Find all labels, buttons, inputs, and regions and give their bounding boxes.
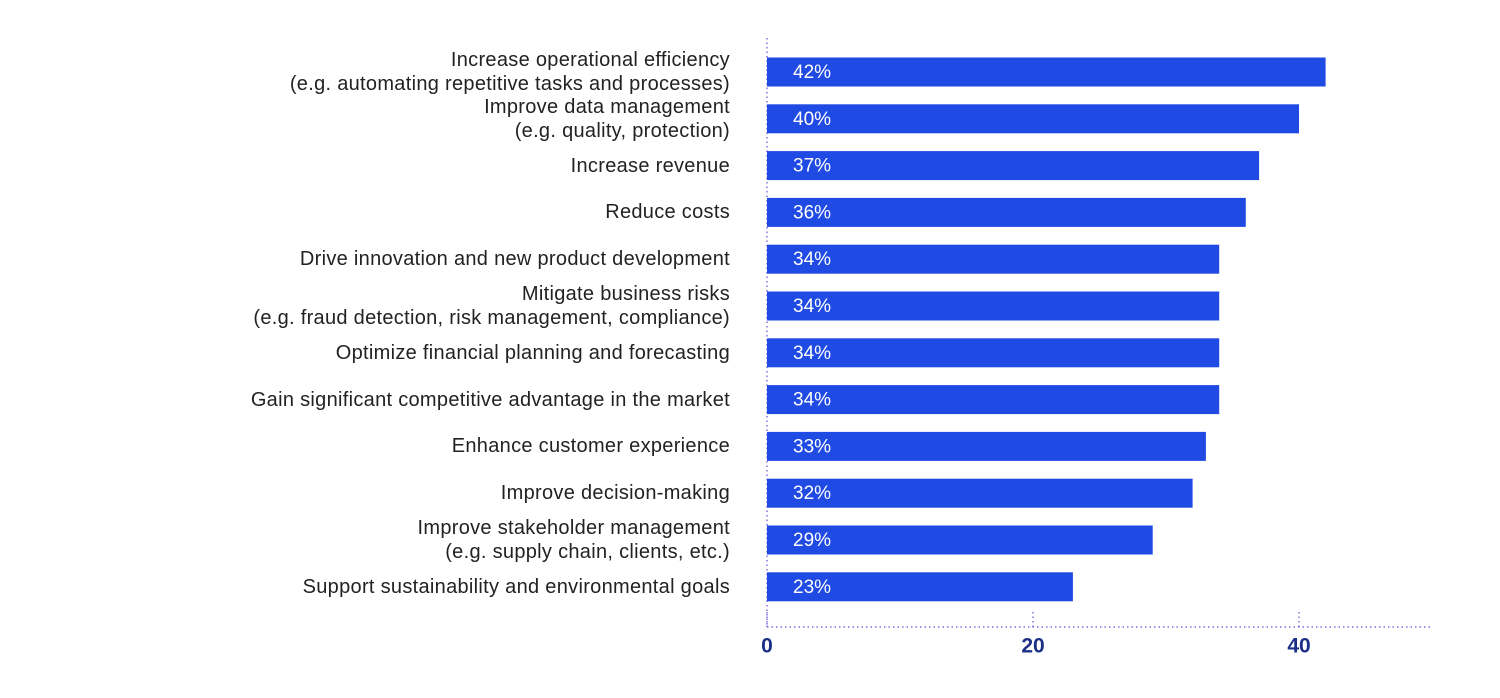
bar-value-label: 34%: [793, 249, 831, 270]
bar: [767, 244, 1220, 274]
bar-value-label: 34%: [793, 296, 831, 317]
bar-value-label: 40%: [793, 109, 831, 130]
bar: [767, 291, 1220, 321]
bar-value-label: 33%: [793, 436, 831, 457]
bar: [767, 151, 1260, 181]
bar-value-label: 29%: [793, 530, 831, 551]
bar: [767, 197, 1246, 227]
bar-value-label: 36%: [793, 202, 831, 223]
bar: [767, 525, 1153, 555]
bar: [767, 478, 1193, 508]
category-label: Mitigate business risks (e.g. fraud dete…: [253, 283, 730, 329]
category-label: Improve decision-making: [500, 482, 730, 505]
category-label: Enhance customer experience: [451, 435, 730, 458]
x-tick-label: 40: [1287, 635, 1310, 658]
bar: [767, 104, 1299, 134]
category-label: Reduce costs: [605, 201, 730, 224]
category-label: Support sustainability and environmental…: [302, 575, 730, 598]
category-label: Drive innovation and new product develop…: [299, 248, 730, 271]
category-label: Increase operational efficiency (e.g. au…: [289, 49, 730, 95]
bar-value-label: 34%: [793, 390, 831, 411]
category-label: Optimize financial planning and forecast…: [335, 341, 730, 364]
category-label: Increase revenue: [570, 154, 730, 177]
bar: [767, 57, 1326, 87]
bar-value-label: 23%: [793, 577, 831, 598]
x-tick-label: 0: [761, 635, 773, 658]
bar-value-label: 32%: [793, 483, 831, 504]
bar: [767, 385, 1220, 415]
bar-value-label: 34%: [793, 343, 831, 364]
bar: [767, 338, 1220, 368]
bar: [767, 431, 1206, 461]
bar: [767, 572, 1073, 602]
category-label: Gain significant competitive advantage i…: [250, 388, 730, 411]
bar-value-label: 37%: [793, 156, 831, 177]
bar-value-label: 42%: [793, 62, 831, 83]
category-label: Improve stakeholder management (e.g. sup…: [417, 517, 730, 563]
category-label: Improve data management (e.g. quality, p…: [484, 95, 730, 142]
x-tick-label: 20: [1021, 635, 1044, 658]
